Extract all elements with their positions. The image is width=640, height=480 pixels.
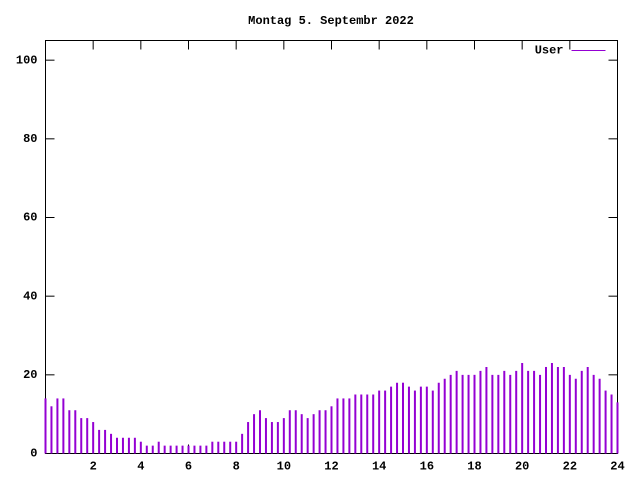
x-tick-label: 6 <box>185 460 192 474</box>
y-tick-label: 20 <box>23 368 37 382</box>
x-tick-label: 18 <box>467 460 481 474</box>
legend-label: User <box>535 44 564 58</box>
x-tick-label: 4 <box>137 460 144 474</box>
x-tick-label: 10 <box>277 460 291 474</box>
chart-title: Montag 5. Septembr 2022 <box>248 14 414 28</box>
y-tick-label: 60 <box>23 211 37 225</box>
y-tick-label: 80 <box>23 132 37 146</box>
x-tick-label: 20 <box>515 460 529 474</box>
x-tick-label: 16 <box>420 460 434 474</box>
x-tick-label: 22 <box>563 460 577 474</box>
x-tick-label: 2 <box>90 460 97 474</box>
y-tick-label: 0 <box>30 447 37 461</box>
x-tick-label: 12 <box>324 460 338 474</box>
x-tick-label: 8 <box>233 460 240 474</box>
x-tick-label: 14 <box>372 460 386 474</box>
x-tick-label: 24 <box>610 460 624 474</box>
y-tick-label: 100 <box>16 53 38 67</box>
y-tick-label: 40 <box>23 289 37 303</box>
